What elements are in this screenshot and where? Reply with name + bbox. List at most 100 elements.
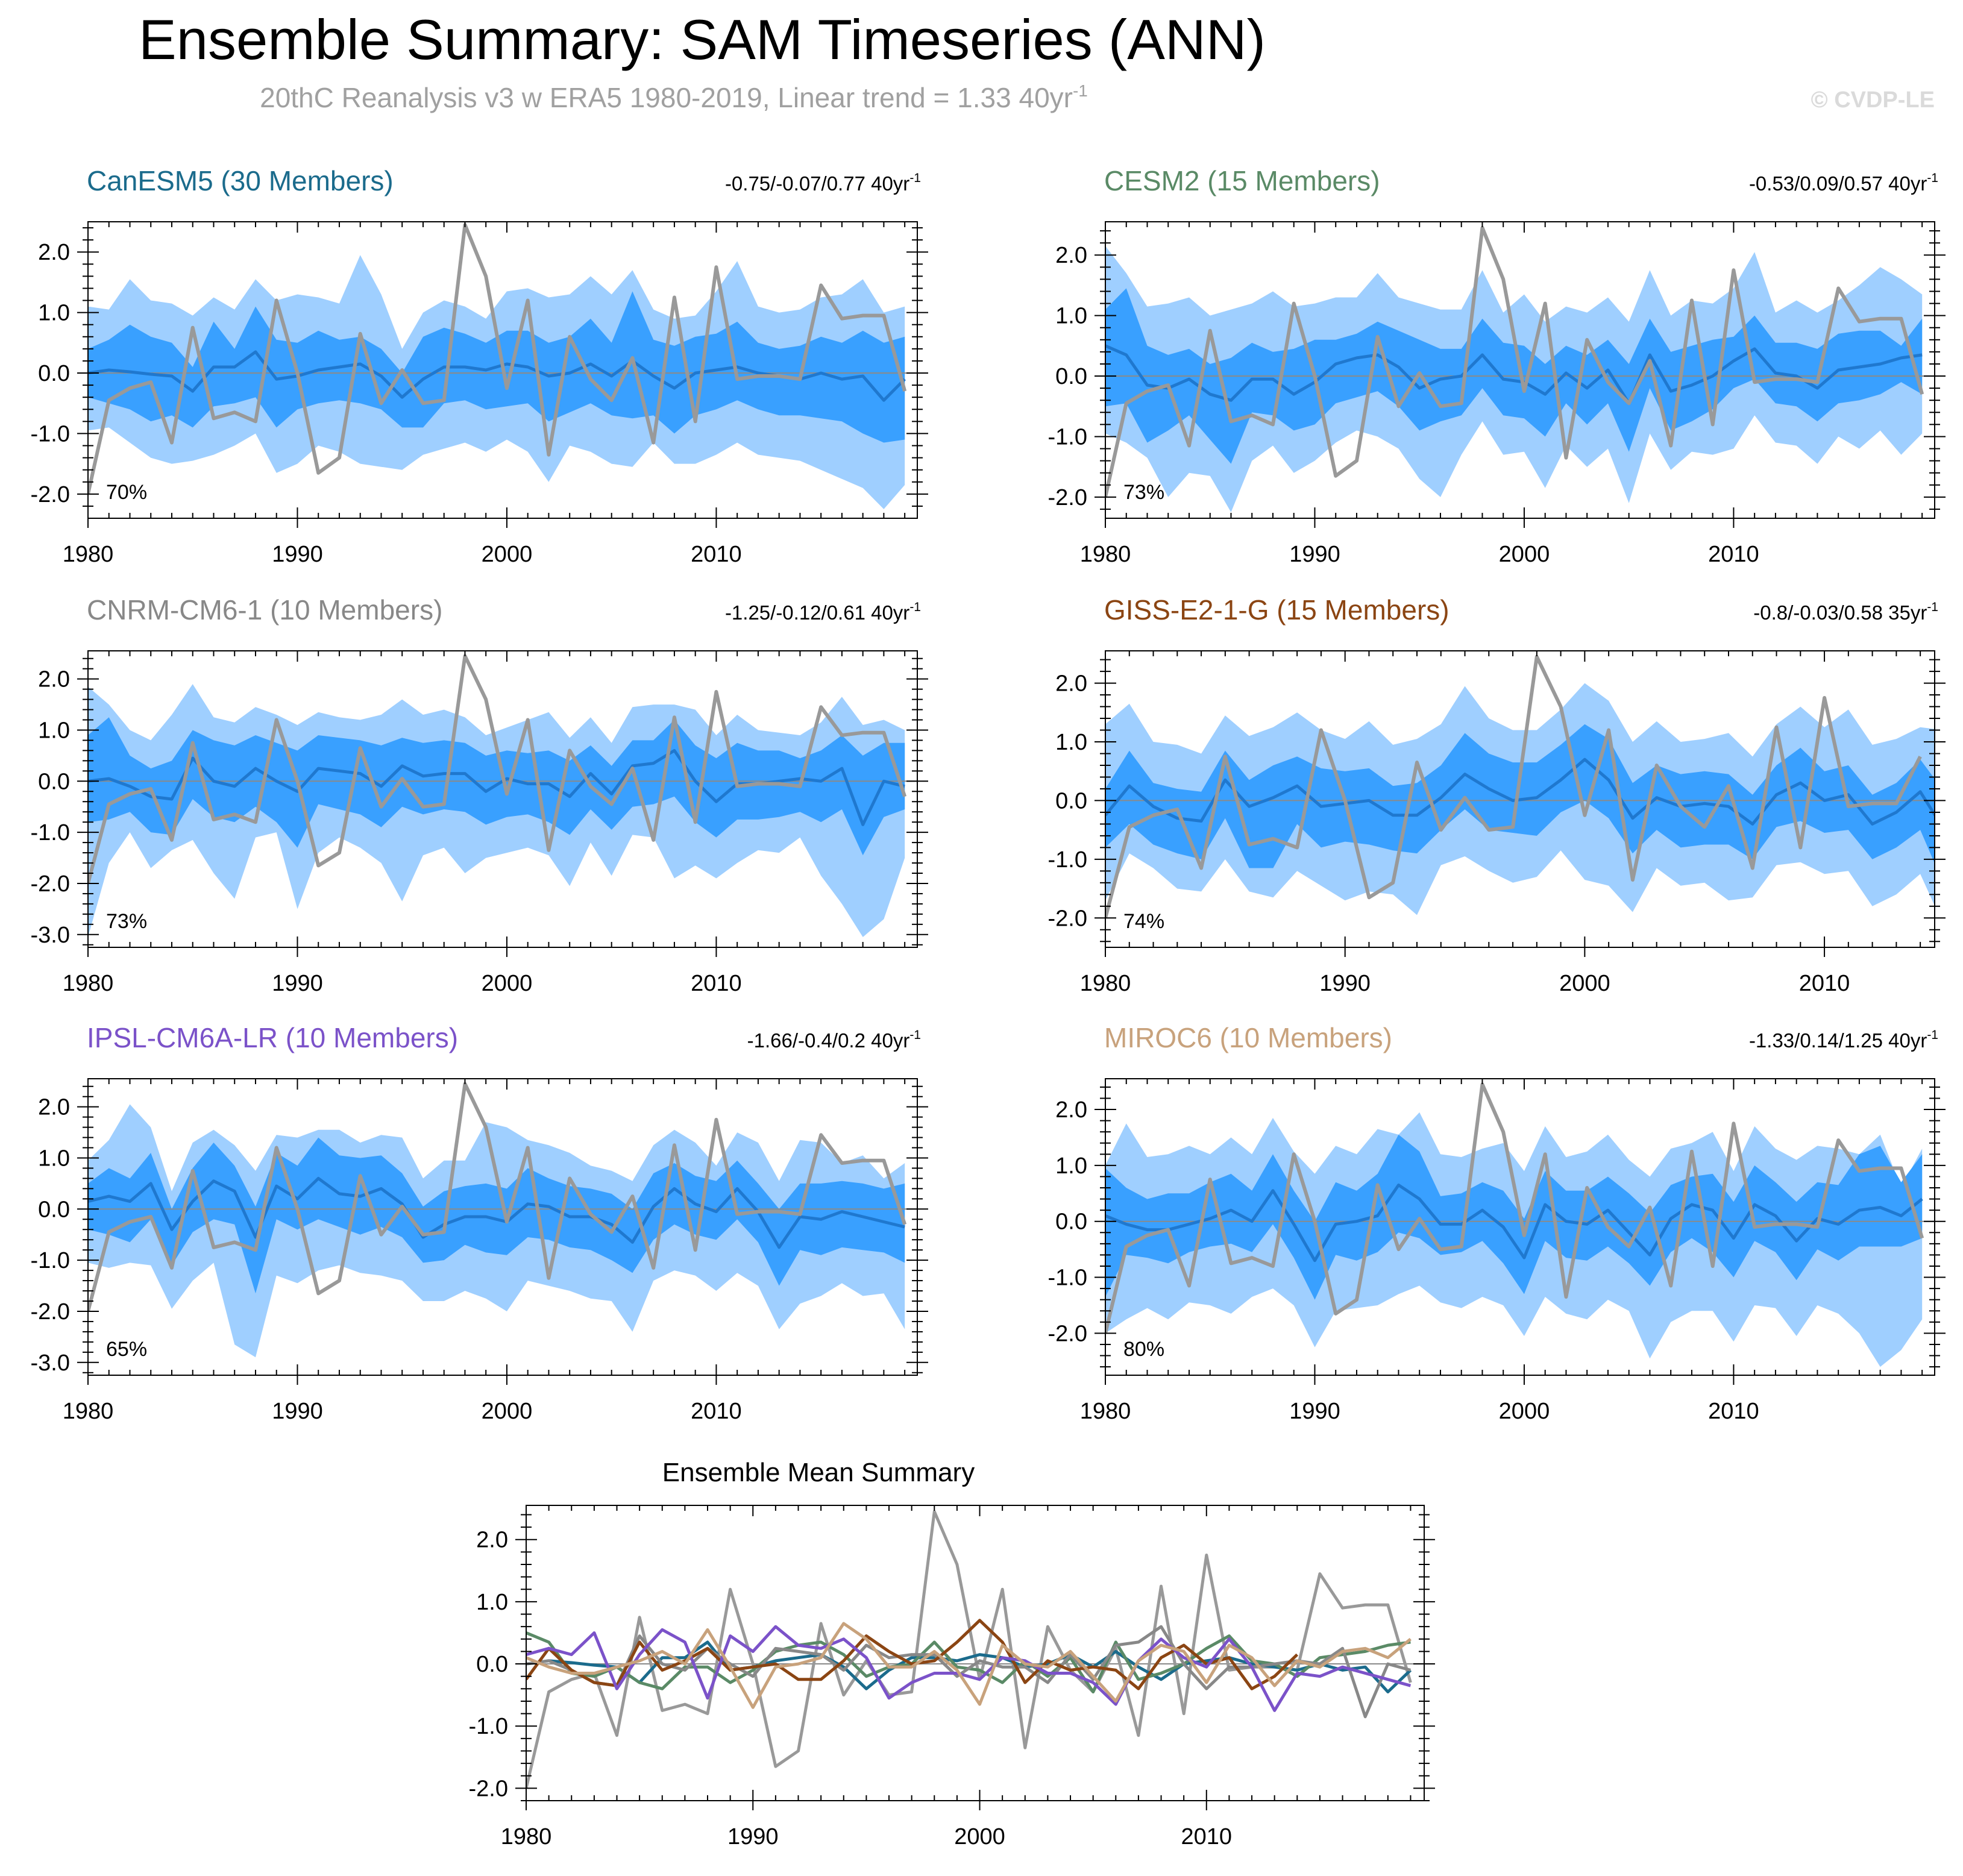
y-tick-label: 1.0 bbox=[1055, 730, 1087, 755]
x-tick-label: 2010 bbox=[1708, 1399, 1759, 1424]
x-tick-label: 2010 bbox=[691, 1399, 742, 1424]
plot-frame bbox=[526, 1505, 1425, 1801]
observed-line bbox=[88, 654, 907, 884]
x-tick-label: 2010 bbox=[1708, 542, 1759, 567]
inner-spread-band bbox=[1105, 724, 1935, 868]
cvdp-le-watermark: © CVDP-LE bbox=[1811, 87, 1935, 113]
panel-cesm2: 1980 1990 2000 2010 2.0 1.0 0.0 -1.0 -2.0 CESM2 (… bbox=[1048, 165, 1946, 567]
x-tick-label: 2000 bbox=[1559, 971, 1610, 996]
y-tick-label: 0.0 bbox=[38, 769, 70, 794]
y-tick-label: 0.0 bbox=[38, 1197, 70, 1222]
y-tick-label: 2.0 bbox=[38, 240, 70, 265]
inner-spread-band bbox=[1105, 1134, 1923, 1300]
panel-giss: 1980 1990 2000 2010 2.0 1.0 0.0 -1.0 -2.0 GISS-E2… bbox=[1048, 594, 1946, 996]
pattern-correlation-percent: 80% bbox=[1123, 1338, 1164, 1361]
panel-ipsl: 1980 1990 2000 2010 2.0 1.0 0.0 -1.0 -2.0 -3.0 IPS… bbox=[31, 1022, 928, 1424]
x-tick-label: 2010 bbox=[691, 971, 742, 996]
panel-trend-stats: -1.66/-0.4/0.2 40yr-1 bbox=[747, 1028, 921, 1052]
panel-title: CanESM5 (30 Members) bbox=[87, 165, 394, 196]
y-tick-label: 1.0 bbox=[38, 718, 70, 743]
x-tick-label: 1980 bbox=[1080, 971, 1131, 996]
figure-subtitle-text: 20thC Reanalysis v3 w ERA5 1980-2019, Li… bbox=[260, 82, 1073, 113]
figure-subtitle-sup: -1 bbox=[1073, 81, 1088, 100]
plot-frame bbox=[1105, 1078, 1935, 1376]
x-tick-label: 2000 bbox=[1499, 1399, 1550, 1424]
x-tick-label: 1990 bbox=[272, 542, 323, 567]
trend-stats-text: -1.66/-0.4/0.2 40yr bbox=[747, 1029, 910, 1052]
trend-stats-sup: -1 bbox=[909, 171, 921, 185]
y-tick-label: -2.0 bbox=[469, 1776, 508, 1801]
ensemble-mean-line bbox=[88, 1176, 905, 1249]
trend-stats-text: -0.53/0.09/0.57 40yr bbox=[1749, 172, 1927, 195]
plot-frame bbox=[1105, 650, 1935, 948]
y-tick-label: 0.0 bbox=[38, 361, 70, 386]
y-tick-label: -1.0 bbox=[1048, 847, 1087, 873]
x-tick-label: 1980 bbox=[1080, 542, 1131, 567]
series-line-giss-e2-1-g bbox=[526, 1619, 1299, 1690]
plot-frame bbox=[87, 1078, 918, 1376]
plot-frame bbox=[1105, 221, 1935, 519]
plot-area bbox=[1105, 1082, 1935, 1367]
series-line-miroc6 bbox=[526, 1622, 1412, 1709]
y-tick-label: 0.0 bbox=[476, 1652, 508, 1677]
plot-area bbox=[88, 223, 917, 509]
y-tick-label: -1.0 bbox=[1048, 1266, 1087, 1291]
trend-stats-text: -0.75/-0.07/0.77 40yr bbox=[725, 172, 909, 195]
series-line-ipsl-cm6a-lr bbox=[526, 1625, 1412, 1712]
y-tick-label: 2.0 bbox=[38, 667, 70, 692]
x-tick-label: 1980 bbox=[501, 1824, 552, 1849]
series-line-20thc-reanalysis-v3-w-era5 bbox=[526, 1510, 1412, 1789]
plot-area bbox=[88, 1082, 917, 1358]
pattern-correlation-percent: 73% bbox=[106, 910, 147, 933]
y-tick-label: -2.0 bbox=[31, 1299, 70, 1325]
y-tick-label: 2.0 bbox=[1055, 243, 1087, 268]
panel-title: Ensemble Mean Summary bbox=[662, 1458, 975, 1487]
panel-miroc6: 1980 1990 2000 2010 2.0 1.0 0.0 -1.0 -2.0 MIROC6 … bbox=[1048, 1022, 1946, 1424]
pattern-correlation-percent: 65% bbox=[106, 1338, 147, 1361]
x-tick-label: 2000 bbox=[482, 542, 533, 567]
panel-title: GISS-E2-1-G (15 Members) bbox=[1104, 594, 1449, 626]
observed-line bbox=[88, 1082, 907, 1312]
y-tick-label: -1.0 bbox=[31, 421, 70, 447]
figure-title: Ensemble Summary: SAM Timeseries (ANN) bbox=[139, 8, 1266, 71]
panel-trend-stats: -0.53/0.09/0.57 40yr-1 bbox=[1749, 171, 1938, 195]
panel-title: CESM2 (15 Members) bbox=[1104, 165, 1380, 196]
observed-line bbox=[1105, 654, 1922, 919]
x-tick-label: 1990 bbox=[272, 971, 323, 996]
y-tick-label: 1.0 bbox=[38, 301, 70, 326]
trend-stats-text: -0.8/-0.03/0.58 35yr bbox=[1753, 601, 1927, 624]
y-tick-label: 2.0 bbox=[1055, 671, 1087, 697]
plot-area bbox=[88, 654, 917, 937]
y-tick-label: -2.0 bbox=[1048, 906, 1087, 931]
ensemble-mean-line bbox=[1105, 758, 1935, 826]
panel-canesm5: 1980 1990 2000 2010 2.0 1.0 0.0 -1.0 -2.0 CanESM5… bbox=[31, 165, 928, 567]
x-tick-label: 2000 bbox=[482, 971, 533, 996]
y-tick-label: -3.0 bbox=[31, 923, 70, 948]
panel-ensmean: 1980 1990 2000 2010 2.0 1.0 0.0 -1.0 -2.0 Ensembl… bbox=[469, 1458, 1435, 1849]
y-tick-label: -2.0 bbox=[31, 482, 70, 507]
ensemble-mean-line bbox=[1105, 1183, 1923, 1263]
plot-area bbox=[1105, 226, 1935, 512]
y-tick-label: -2.0 bbox=[1048, 1321, 1087, 1346]
panel-trend-stats: -1.33/0.14/1.25 40yr-1 bbox=[1749, 1028, 1938, 1052]
y-tick-label: -1.0 bbox=[1048, 424, 1087, 450]
pattern-correlation-percent: 74% bbox=[1123, 910, 1164, 933]
x-tick-label: 1990 bbox=[1289, 1399, 1340, 1424]
observed-line bbox=[1105, 1082, 1924, 1334]
y-tick-label: -1.0 bbox=[31, 1248, 70, 1273]
y-tick-label: 1.0 bbox=[1055, 304, 1087, 329]
y-tick-label: -1.0 bbox=[31, 820, 70, 845]
x-tick-label: 1980 bbox=[63, 971, 114, 996]
trend-stats-sup: -1 bbox=[909, 1028, 921, 1042]
plot-frame bbox=[87, 221, 918, 519]
pattern-correlation-percent: 70% bbox=[106, 481, 147, 504]
ensemble-mean-line bbox=[1105, 344, 1923, 405]
panel-trend-stats: -1.25/-0.12/0.61 40yr-1 bbox=[725, 600, 921, 624]
trend-stats-text: -1.25/-0.12/0.61 40yr bbox=[725, 601, 909, 624]
y-tick-label: -2.0 bbox=[31, 871, 70, 897]
y-tick-label: 0.0 bbox=[1055, 364, 1087, 389]
trend-stats-sup: -1 bbox=[1927, 600, 1938, 614]
panels-container: 1980 1990 2000 2010 2.0 1.0 0.0 -1.0 -2.0 CanESM5… bbox=[31, 165, 1946, 1849]
x-tick-label: 1980 bbox=[63, 542, 114, 567]
